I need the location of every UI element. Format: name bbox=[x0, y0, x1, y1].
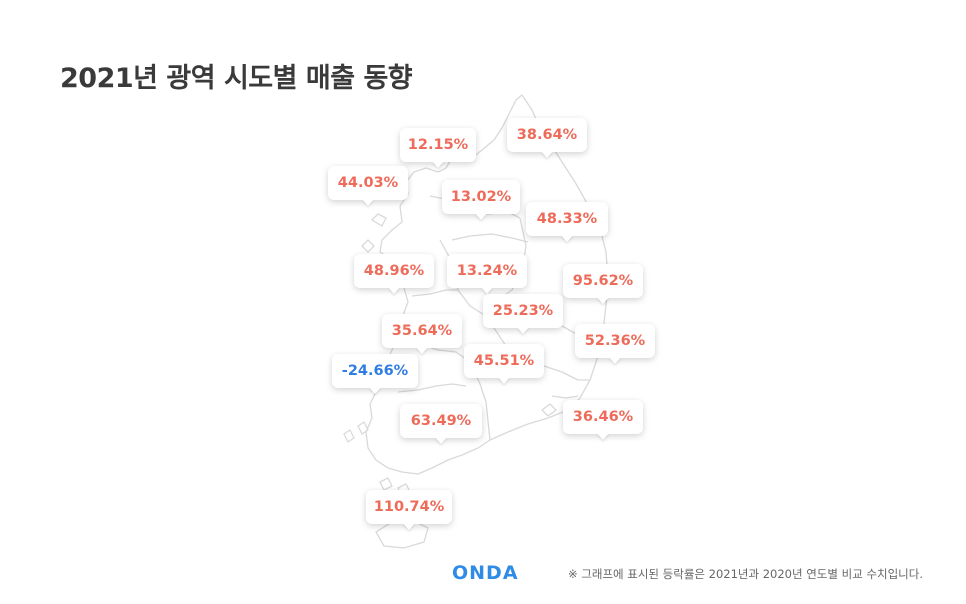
region-border bbox=[451, 233, 529, 243]
value-label: 110.74% bbox=[366, 490, 452, 524]
value-label: 13.02% bbox=[442, 180, 520, 214]
value-label: 52.36% bbox=[575, 324, 655, 358]
map-outline bbox=[365, 94, 609, 475]
island bbox=[375, 519, 429, 549]
island bbox=[343, 429, 355, 443]
island bbox=[361, 239, 375, 253]
island bbox=[357, 421, 369, 435]
region-border bbox=[411, 289, 458, 297]
value-label: 12.15% bbox=[400, 128, 476, 162]
value-label: 48.33% bbox=[526, 202, 608, 236]
value-label: 38.64% bbox=[507, 118, 587, 152]
island bbox=[541, 403, 557, 417]
footnote: ※ 그래프에 표시된 등락률은 2021년과 2020년 연도별 비교 수치입니… bbox=[568, 567, 923, 581]
value-label: 13.24% bbox=[447, 254, 527, 288]
value-label: 63.49% bbox=[400, 404, 482, 438]
onda-logo: ONDA bbox=[452, 562, 519, 584]
value-label: 45.51% bbox=[464, 344, 544, 378]
island bbox=[371, 213, 387, 227]
value-label: 44.03% bbox=[328, 166, 408, 200]
value-label: 36.46% bbox=[563, 400, 643, 434]
value-label: 48.96% bbox=[354, 254, 434, 288]
value-label: 95.62% bbox=[563, 264, 643, 298]
value-label: -24.66% bbox=[332, 354, 418, 388]
region-border bbox=[543, 365, 590, 381]
island bbox=[379, 477, 393, 491]
region-border bbox=[551, 395, 579, 399]
value-label: 35.64% bbox=[382, 314, 462, 348]
chart-title: 2021년 광역 시도별 매출 동향 bbox=[60, 63, 413, 94]
region-border bbox=[397, 383, 467, 393]
value-label: 25.23% bbox=[483, 294, 563, 328]
